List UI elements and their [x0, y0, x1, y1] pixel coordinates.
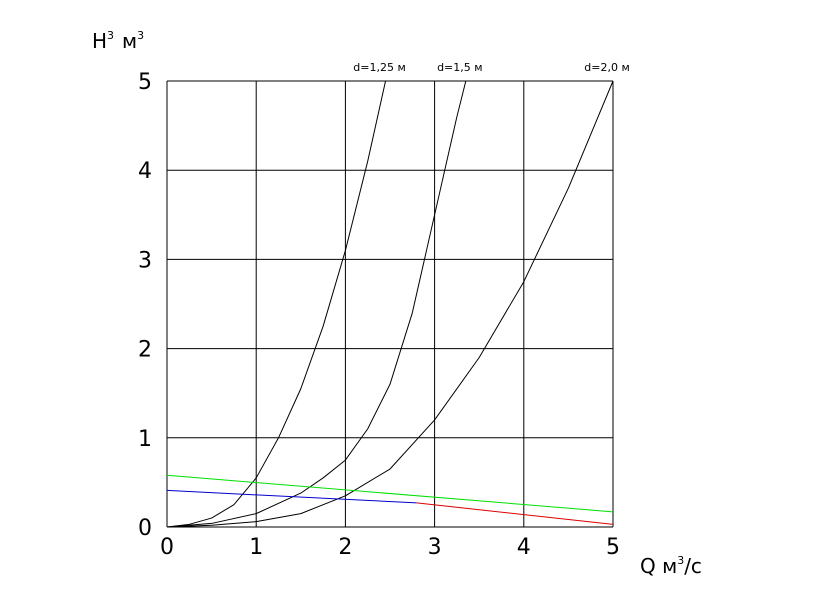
x-tick-label: 1 [249, 535, 263, 560]
y-axis-symbol: Н [92, 29, 107, 53]
x-tick-labels: 0 1 2 3 4 5 [160, 535, 620, 560]
y-tick-label: 2 [138, 338, 152, 363]
y-tick-labels: 0 1 2 3 4 5 [138, 70, 152, 541]
x-axis-label: Q м3/с [640, 554, 702, 578]
y-tick-label: 1 [138, 427, 152, 452]
curves [166, 80, 614, 528]
curve-label: d=1,5 м [437, 61, 483, 74]
x-tick-label: 5 [606, 535, 620, 560]
curve-label: d=1,25 м [353, 61, 406, 74]
y-tick-label: 4 [138, 159, 152, 184]
y-tick-label: 3 [138, 248, 152, 273]
series-curve-3 [166, 80, 614, 528]
series-curve-2 [166, 80, 467, 528]
system-line-6 [416, 502, 614, 525]
y-tick-label: 5 [138, 70, 152, 95]
y-axis-symbol-sup: 3 [107, 29, 114, 42]
x-tick-label: 3 [428, 535, 442, 560]
x-axis-unit: /с [684, 554, 702, 578]
x-tick-label: 4 [517, 535, 531, 560]
system-line-4 [166, 474, 614, 513]
y-axis-unit-sup: 3 [137, 29, 144, 42]
curve-labels: d=1,25 м d=1,5 м d=2,0 м [353, 61, 629, 74]
y-tick-label: 0 [138, 516, 152, 541]
series-curve-1 [166, 80, 387, 528]
y-axis-unit: м [122, 29, 137, 53]
curve-label: d=2,0 м [584, 61, 630, 74]
y-axis-label: Н3 м3 [92, 29, 144, 53]
x-axis-symbol-sup: 3 [677, 554, 684, 567]
x-axis-symbol: Q м [640, 554, 677, 578]
x-tick-label: 0 [160, 535, 174, 560]
system-line-5 [166, 489, 417, 504]
grid [166, 80, 614, 528]
x-tick-label: 2 [338, 535, 352, 560]
